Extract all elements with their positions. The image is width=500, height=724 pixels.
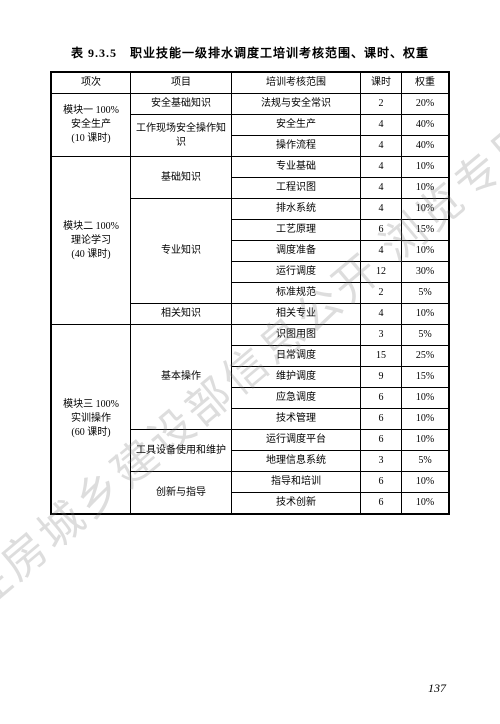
cell-hours: 6	[361, 430, 402, 451]
cell-weight: 40%	[402, 136, 450, 157]
cell-weight: 15%	[402, 220, 450, 241]
cell-scope: 指导和培训	[232, 472, 361, 493]
cell-hours: 6	[361, 409, 402, 430]
cell-weight: 5%	[402, 283, 450, 304]
training-table: 项次 项目 培训考核范围 课时 权重 模块一 100%安全生产(10 课时) 安…	[50, 71, 450, 515]
cell-weight: 10%	[402, 472, 450, 493]
cell-weight: 30%	[402, 262, 450, 283]
cell-scope: 安全生产	[232, 115, 361, 136]
cell-hours: 4	[361, 241, 402, 262]
cell-hours: 6	[361, 493, 402, 515]
cell-hours: 3	[361, 325, 402, 346]
cell-hours: 15	[361, 346, 402, 367]
cell-weight: 10%	[402, 493, 450, 515]
cell-hours: 4	[361, 157, 402, 178]
module3-label: 模块三 100%实训操作(60 课时)	[51, 325, 131, 515]
cell-hours: 6	[361, 220, 402, 241]
cell-hours: 9	[361, 367, 402, 388]
cell-hours: 4	[361, 136, 402, 157]
cell-scope: 技术创新	[232, 493, 361, 515]
cell-scope: 工艺原理	[232, 220, 361, 241]
cell-scope: 法规与安全常识	[232, 94, 361, 115]
cell-weight: 5%	[402, 451, 450, 472]
table-title: 表 9.3.5 职业技能一级排水调度工培训考核范围、课时、权重	[50, 44, 450, 61]
header-scope: 培训考核范围	[232, 72, 361, 94]
cell-scope: 调度准备	[232, 241, 361, 262]
cell-scope: 识图用图	[232, 325, 361, 346]
cell-hours: 4	[361, 115, 402, 136]
header-subject: 项目	[131, 72, 232, 94]
cell-hours: 4	[361, 304, 402, 325]
header-weight: 权重	[402, 72, 450, 94]
cell-scope: 相关专业	[232, 304, 361, 325]
page-number: 137	[428, 681, 446, 696]
cell-weight: 20%	[402, 94, 450, 115]
cell-hours: 6	[361, 388, 402, 409]
cell-scope: 维护调度	[232, 367, 361, 388]
cell-hours: 4	[361, 199, 402, 220]
cell-weight: 10%	[402, 157, 450, 178]
cell-subject: 创新与指导	[131, 472, 232, 515]
cell-hours: 2	[361, 94, 402, 115]
cell-weight: 10%	[402, 304, 450, 325]
header-row: 项次 项目 培训考核范围 课时 权重	[51, 72, 449, 94]
cell-subject: 专业知识	[131, 199, 232, 304]
header-section: 项次	[51, 72, 131, 94]
cell-scope: 专业基础	[232, 157, 361, 178]
cell-weight: 15%	[402, 367, 450, 388]
cell-hours: 2	[361, 283, 402, 304]
module1-label: 模块一 100%安全生产(10 课时)	[51, 94, 131, 157]
table-row: 模块一 100%安全生产(10 课时) 安全基础知识 法规与安全常识 2 20%	[51, 94, 449, 115]
cell-scope: 运行调度平台	[232, 430, 361, 451]
cell-hours: 12	[361, 262, 402, 283]
cell-subject: 基础知识	[131, 157, 232, 199]
cell-scope: 标准规范	[232, 283, 361, 304]
cell-scope: 地理信息系统	[232, 451, 361, 472]
cell-weight: 10%	[402, 199, 450, 220]
cell-weight: 10%	[402, 409, 450, 430]
cell-weight: 10%	[402, 388, 450, 409]
cell-scope: 日常调度	[232, 346, 361, 367]
header-hours: 课时	[361, 72, 402, 94]
cell-subject: 工作现场安全操作知识	[131, 115, 232, 157]
table-row: 模块三 100%实训操作(60 课时) 基本操作 识图用图 3 5%	[51, 325, 449, 346]
cell-subject: 基本操作	[131, 325, 232, 430]
cell-scope: 工程识图	[232, 178, 361, 199]
cell-scope: 应急调度	[232, 388, 361, 409]
table-row: 模块二 100%理论学习(40 课时) 基础知识 专业基础 4 10%	[51, 157, 449, 178]
cell-weight: 10%	[402, 178, 450, 199]
cell-scope: 排水系统	[232, 199, 361, 220]
cell-weight: 10%	[402, 241, 450, 262]
cell-scope: 运行调度	[232, 262, 361, 283]
cell-hours: 6	[361, 472, 402, 493]
cell-scope: 操作流程	[232, 136, 361, 157]
cell-subject: 安全基础知识	[131, 94, 232, 115]
cell-subject: 相关知识	[131, 304, 232, 325]
cell-weight: 40%	[402, 115, 450, 136]
cell-weight: 5%	[402, 325, 450, 346]
cell-hours: 4	[361, 178, 402, 199]
cell-weight: 25%	[402, 346, 450, 367]
module2-label: 模块二 100%理论学习(40 课时)	[51, 157, 131, 325]
cell-hours: 3	[361, 451, 402, 472]
cell-weight: 10%	[402, 430, 450, 451]
cell-scope: 技术管理	[232, 409, 361, 430]
cell-subject: 工具设备使用和维护	[131, 430, 232, 472]
